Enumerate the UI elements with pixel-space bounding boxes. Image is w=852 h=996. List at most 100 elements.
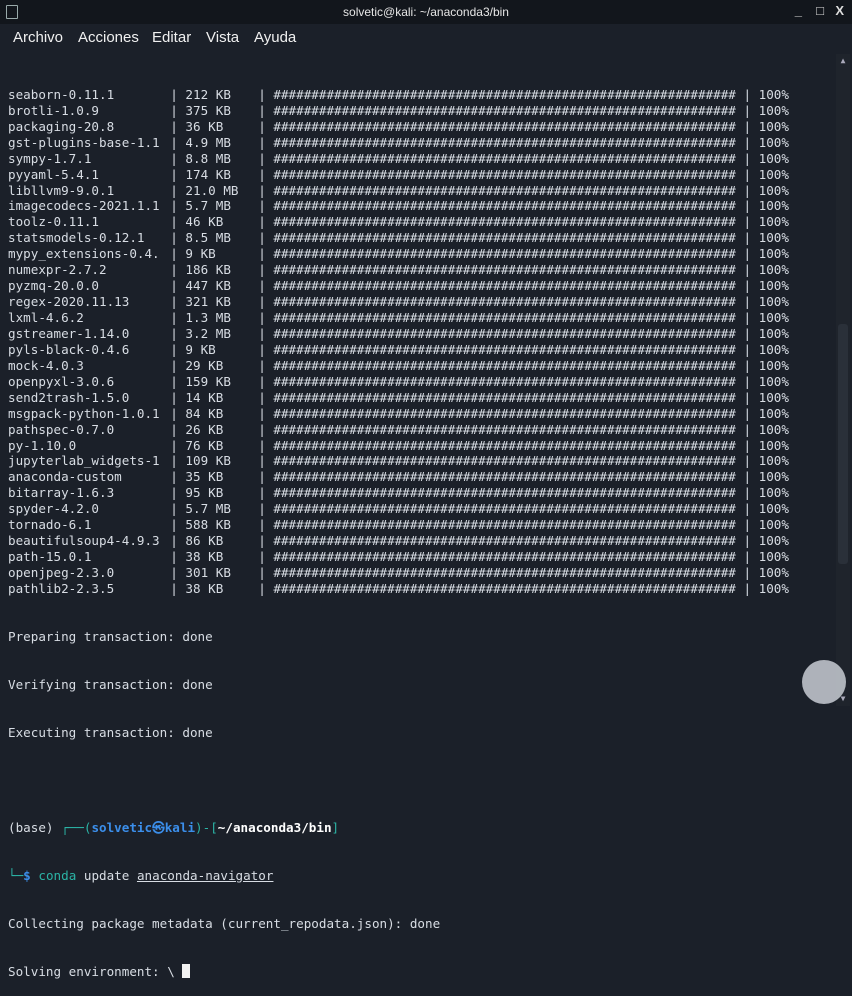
package-name: pyyaml-5.4.1 (8, 166, 99, 182)
package-size: 95 KB (185, 485, 224, 501)
package-row: mock-4.0.3 | 29 KB | #####################… (8, 358, 832, 374)
package-size: 8.8 MB (185, 150, 231, 166)
package-percent: 100% (758, 198, 789, 214)
package-size: 26 KB (185, 421, 224, 437)
package-size: 174 KB (185, 166, 231, 182)
progress-bar: ########################################… (273, 421, 736, 437)
status-line: Verifying transaction: done (8, 676, 213, 692)
separator: | (258, 437, 274, 453)
separator: | (735, 437, 759, 453)
separator: | (258, 373, 274, 389)
package-row: tornado-6.1 | 588 KB | ###################… (8, 517, 832, 533)
progress-bar: ########################################… (273, 357, 736, 373)
package-row: anaconda-custom | 35 KB | ################… (8, 469, 832, 485)
separator: | (170, 533, 186, 549)
prompt-line-1: (base) ┌──(solvetic㉿kali)-[~/anaconda3/b… (8, 820, 340, 836)
scrollbar[interactable]: ▲ ▼ (836, 54, 850, 706)
package-row: seaborn-0.11.1 | 212 KB | ################… (8, 87, 832, 103)
package-size: 3.2 MB (185, 325, 231, 341)
separator: | (735, 565, 759, 581)
package-row: numexpr-2.7.2 | 186 KB | #################… (8, 262, 832, 278)
menu-editar[interactable]: Editar (152, 29, 192, 46)
scroll-down-icon[interactable]: ▼ (840, 694, 846, 703)
package-size: 186 KB (185, 262, 231, 278)
close-button[interactable]: X (835, 3, 844, 18)
progress-bar: ########################################… (273, 565, 736, 581)
prompt-host: kali (164, 820, 196, 836)
separator: | (735, 533, 759, 549)
separator: | (170, 501, 186, 517)
package-name: openpyxl-3.0.6 (8, 373, 115, 389)
progress-bar: ########################################… (273, 501, 736, 517)
separator: | (258, 310, 274, 326)
package-percent: 100% (758, 517, 789, 533)
package-name: tornado-6.1 (8, 517, 92, 533)
package-row: regex-2020.11.13 | 321 KB | ##############… (8, 294, 832, 310)
terminal-output[interactable]: seaborn-0.11.1 | 212 KB | ################… (8, 55, 832, 996)
separator: | (258, 246, 274, 262)
package-name: gst-plugins-base-1.1 (8, 134, 160, 150)
progress-bar: ########################################… (273, 230, 736, 246)
separator: | (258, 294, 274, 310)
package-name: pyzmq-20.0.0 (8, 278, 99, 294)
separator: | (170, 262, 186, 278)
package-name: bitarray-1.6.3 (8, 485, 115, 501)
separator: | (735, 118, 759, 134)
separator: | (735, 501, 759, 517)
package-size: 109 KB (185, 453, 231, 469)
minimize-button[interactable]: _ (794, 3, 802, 18)
progress-bar: ########################################… (273, 182, 736, 198)
menu-vista[interactable]: Vista (206, 29, 240, 46)
menu-bar: Archivo Acciones Editar Vista Ayuda (0, 24, 852, 52)
package-percent: 100% (758, 501, 789, 517)
menu-ayuda[interactable]: Ayuda (254, 29, 297, 46)
separator: | (735, 485, 759, 501)
separator: | (735, 246, 759, 262)
package-name: pathspec-0.7.0 (8, 421, 115, 437)
package-row: pathlib2-2.3.5 | 38 KB | #################… (8, 581, 832, 597)
separator: | (735, 198, 759, 214)
package-percent: 100% (758, 230, 789, 246)
package-percent: 100% (758, 325, 789, 341)
separator: | (258, 166, 274, 182)
package-percent: 100% (758, 166, 789, 182)
package-name: gstreamer-1.14.0 (8, 325, 130, 341)
progress-bar: ########################################… (273, 325, 736, 341)
package-name: imagecodecs-2021.1.1 (8, 198, 160, 214)
package-name: numexpr-2.7.2 (8, 262, 107, 278)
progress-bar: ########################################… (273, 549, 736, 565)
separator: | (170, 389, 186, 405)
package-percent: 100% (758, 118, 789, 134)
progress-bar: ########################################… (273, 278, 736, 294)
package-name: mock-4.0.3 (8, 357, 84, 373)
package-percent: 100% (758, 357, 789, 373)
progress-bar: ########################################… (273, 389, 736, 405)
package-row: path-15.0.1 | 38 KB | ####################… (8, 549, 832, 565)
separator: | (170, 198, 186, 214)
solving-text: Solving environment: \ (8, 963, 183, 979)
separator: | (258, 102, 274, 118)
progress-bar: ########################################… (273, 294, 736, 310)
package-row: pyzmq-20.0.0 | 447 KB | ##################… (8, 278, 832, 294)
maximize-button[interactable]: □ (816, 3, 824, 18)
window-title: solvetic@kali: ~/anaconda3/bin (343, 5, 509, 19)
package-size: 5.7 MB (185, 198, 231, 214)
package-name: path-15.0.1 (8, 549, 92, 565)
separator: | (170, 405, 186, 421)
command-target: anaconda-navigator (136, 868, 274, 884)
status-line: Preparing transaction: done (8, 628, 213, 644)
menu-archivo[interactable]: Archivo (13, 29, 64, 46)
separator: | (170, 310, 186, 326)
scrollbar-thumb[interactable] (838, 324, 848, 564)
package-name: beautifulsoup4-4.9.3 (8, 533, 160, 549)
separator: | (735, 453, 759, 469)
separator: | (170, 437, 186, 453)
package-row: spyder-4.2.0 | 5.7 MB | ##################… (8, 501, 832, 517)
package-percent: 100% (758, 533, 789, 549)
package-percent: 100% (758, 485, 789, 501)
package-size: 447 KB (185, 278, 231, 294)
scroll-up-icon[interactable]: ▲ (840, 56, 846, 65)
package-name: msgpack-python-1.0.1 (8, 405, 160, 421)
progress-bar: ########################################… (273, 341, 736, 357)
menu-acciones[interactable]: Acciones (78, 29, 139, 46)
